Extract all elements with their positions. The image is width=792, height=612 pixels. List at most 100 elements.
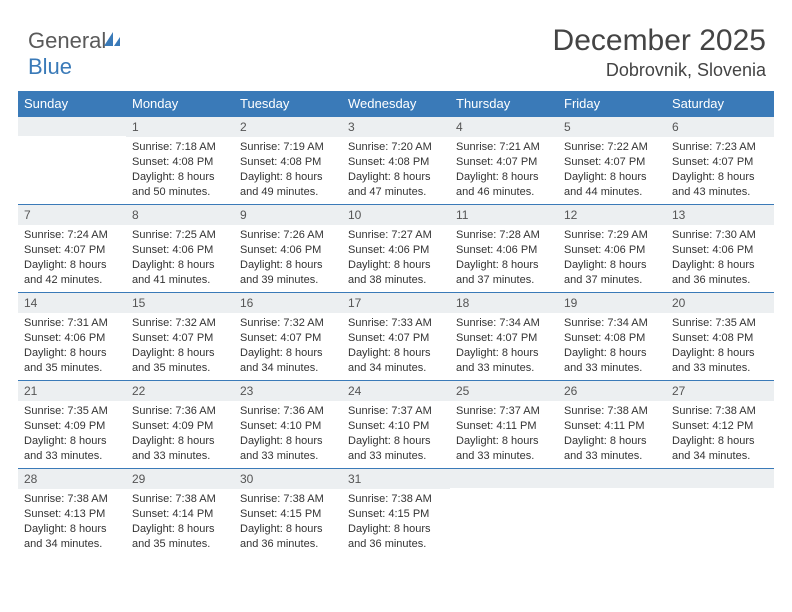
calendar-day-cell <box>450 469 558 557</box>
weekday-header: Tuesday <box>234 91 342 117</box>
day-details: Sunrise: 7:18 AMSunset: 4:08 PMDaylight:… <box>126 137 234 203</box>
calendar-day-cell: 24Sunrise: 7:37 AMSunset: 4:10 PMDayligh… <box>342 381 450 469</box>
calendar-day-cell: 11Sunrise: 7:28 AMSunset: 4:06 PMDayligh… <box>450 205 558 293</box>
day-number: 30 <box>234 469 342 489</box>
day-number: 13 <box>666 205 774 225</box>
header: December 2025 Dobrovnik, Slovenia <box>18 24 774 81</box>
day-number: 27 <box>666 381 774 401</box>
calendar-week-row: 21Sunrise: 7:35 AMSunset: 4:09 PMDayligh… <box>18 381 774 469</box>
logo-triangle2-icon <box>114 37 120 46</box>
calendar-day-cell: 29Sunrise: 7:38 AMSunset: 4:14 PMDayligh… <box>126 469 234 557</box>
calendar-week-row: 1Sunrise: 7:18 AMSunset: 4:08 PMDaylight… <box>18 117 774 205</box>
day-number: 19 <box>558 293 666 313</box>
day-number: 2 <box>234 117 342 137</box>
calendar-header-row: SundayMondayTuesdayWednesdayThursdayFrid… <box>18 91 774 117</box>
day-number <box>450 469 558 488</box>
day-details: Sunrise: 7:26 AMSunset: 4:06 PMDaylight:… <box>234 225 342 291</box>
weekday-header: Thursday <box>450 91 558 117</box>
day-details: Sunrise: 7:35 AMSunset: 4:09 PMDaylight:… <box>18 401 126 467</box>
day-number <box>558 469 666 488</box>
logo: General Blue <box>28 28 120 80</box>
day-number: 22 <box>126 381 234 401</box>
calendar-day-cell: 10Sunrise: 7:27 AMSunset: 4:06 PMDayligh… <box>342 205 450 293</box>
weekday-header: Saturday <box>666 91 774 117</box>
calendar-day-cell <box>18 117 126 205</box>
day-number: 8 <box>126 205 234 225</box>
calendar-day-cell: 26Sunrise: 7:38 AMSunset: 4:11 PMDayligh… <box>558 381 666 469</box>
day-details: Sunrise: 7:36 AMSunset: 4:09 PMDaylight:… <box>126 401 234 467</box>
day-number: 26 <box>558 381 666 401</box>
day-number: 23 <box>234 381 342 401</box>
calendar-table: SundayMondayTuesdayWednesdayThursdayFrid… <box>18 91 774 557</box>
day-number: 5 <box>558 117 666 137</box>
day-number: 21 <box>18 381 126 401</box>
calendar-day-cell: 31Sunrise: 7:38 AMSunset: 4:15 PMDayligh… <box>342 469 450 557</box>
calendar-day-cell: 25Sunrise: 7:37 AMSunset: 4:11 PMDayligh… <box>450 381 558 469</box>
logo-word1: General <box>28 28 106 53</box>
day-number: 6 <box>666 117 774 137</box>
day-details: Sunrise: 7:38 AMSunset: 4:14 PMDaylight:… <box>126 489 234 555</box>
calendar-day-cell: 17Sunrise: 7:33 AMSunset: 4:07 PMDayligh… <box>342 293 450 381</box>
day-details: Sunrise: 7:33 AMSunset: 4:07 PMDaylight:… <box>342 313 450 379</box>
day-number: 24 <box>342 381 450 401</box>
day-number: 16 <box>234 293 342 313</box>
day-details: Sunrise: 7:36 AMSunset: 4:10 PMDaylight:… <box>234 401 342 467</box>
day-number: 1 <box>126 117 234 137</box>
weekday-header: Friday <box>558 91 666 117</box>
day-details: Sunrise: 7:37 AMSunset: 4:11 PMDaylight:… <box>450 401 558 467</box>
calendar-day-cell <box>666 469 774 557</box>
day-details: Sunrise: 7:34 AMSunset: 4:07 PMDaylight:… <box>450 313 558 379</box>
calendar-day-cell: 18Sunrise: 7:34 AMSunset: 4:07 PMDayligh… <box>450 293 558 381</box>
day-number: 14 <box>18 293 126 313</box>
calendar-day-cell: 3Sunrise: 7:20 AMSunset: 4:08 PMDaylight… <box>342 117 450 205</box>
day-details: Sunrise: 7:38 AMSunset: 4:15 PMDaylight:… <box>234 489 342 555</box>
day-number: 31 <box>342 469 450 489</box>
calendar-week-row: 14Sunrise: 7:31 AMSunset: 4:06 PMDayligh… <box>18 293 774 381</box>
calendar-day-cell: 4Sunrise: 7:21 AMSunset: 4:07 PMDaylight… <box>450 117 558 205</box>
day-number: 11 <box>450 205 558 225</box>
calendar-day-cell: 12Sunrise: 7:29 AMSunset: 4:06 PMDayligh… <box>558 205 666 293</box>
day-number: 4 <box>450 117 558 137</box>
day-details: Sunrise: 7:34 AMSunset: 4:08 PMDaylight:… <box>558 313 666 379</box>
day-details: Sunrise: 7:23 AMSunset: 4:07 PMDaylight:… <box>666 137 774 203</box>
day-number: 28 <box>18 469 126 489</box>
day-details: Sunrise: 7:37 AMSunset: 4:10 PMDaylight:… <box>342 401 450 467</box>
calendar-day-cell: 30Sunrise: 7:38 AMSunset: 4:15 PMDayligh… <box>234 469 342 557</box>
day-number: 29 <box>126 469 234 489</box>
day-number <box>666 469 774 488</box>
page-title: December 2025 <box>18 24 766 58</box>
calendar-week-row: 7Sunrise: 7:24 AMSunset: 4:07 PMDaylight… <box>18 205 774 293</box>
calendar-day-cell: 15Sunrise: 7:32 AMSunset: 4:07 PMDayligh… <box>126 293 234 381</box>
calendar-day-cell: 14Sunrise: 7:31 AMSunset: 4:06 PMDayligh… <box>18 293 126 381</box>
day-details: Sunrise: 7:28 AMSunset: 4:06 PMDaylight:… <box>450 225 558 291</box>
calendar-day-cell: 16Sunrise: 7:32 AMSunset: 4:07 PMDayligh… <box>234 293 342 381</box>
calendar-day-cell: 23Sunrise: 7:36 AMSunset: 4:10 PMDayligh… <box>234 381 342 469</box>
calendar-day-cell: 6Sunrise: 7:23 AMSunset: 4:07 PMDaylight… <box>666 117 774 205</box>
day-number: 12 <box>558 205 666 225</box>
day-details: Sunrise: 7:32 AMSunset: 4:07 PMDaylight:… <box>126 313 234 379</box>
calendar-day-cell: 19Sunrise: 7:34 AMSunset: 4:08 PMDayligh… <box>558 293 666 381</box>
calendar-day-cell: 7Sunrise: 7:24 AMSunset: 4:07 PMDaylight… <box>18 205 126 293</box>
day-details: Sunrise: 7:25 AMSunset: 4:06 PMDaylight:… <box>126 225 234 291</box>
calendar-body: 1Sunrise: 7:18 AMSunset: 4:08 PMDaylight… <box>18 117 774 557</box>
weekday-header: Monday <box>126 91 234 117</box>
calendar-day-cell <box>558 469 666 557</box>
day-details: Sunrise: 7:20 AMSunset: 4:08 PMDaylight:… <box>342 137 450 203</box>
day-details: Sunrise: 7:27 AMSunset: 4:06 PMDaylight:… <box>342 225 450 291</box>
day-number: 10 <box>342 205 450 225</box>
day-details: Sunrise: 7:19 AMSunset: 4:08 PMDaylight:… <box>234 137 342 203</box>
day-number: 3 <box>342 117 450 137</box>
day-details: Sunrise: 7:29 AMSunset: 4:06 PMDaylight:… <box>558 225 666 291</box>
weekday-header: Wednesday <box>342 91 450 117</box>
calendar-day-cell: 9Sunrise: 7:26 AMSunset: 4:06 PMDaylight… <box>234 205 342 293</box>
day-details: Sunrise: 7:38 AMSunset: 4:11 PMDaylight:… <box>558 401 666 467</box>
weekday-header: Sunday <box>18 91 126 117</box>
day-number: 17 <box>342 293 450 313</box>
day-details: Sunrise: 7:21 AMSunset: 4:07 PMDaylight:… <box>450 137 558 203</box>
calendar-day-cell: 1Sunrise: 7:18 AMSunset: 4:08 PMDaylight… <box>126 117 234 205</box>
day-details: Sunrise: 7:35 AMSunset: 4:08 PMDaylight:… <box>666 313 774 379</box>
day-details: Sunrise: 7:30 AMSunset: 4:06 PMDaylight:… <box>666 225 774 291</box>
logo-triangle-icon <box>104 32 113 46</box>
day-details: Sunrise: 7:22 AMSunset: 4:07 PMDaylight:… <box>558 137 666 203</box>
location-subtitle: Dobrovnik, Slovenia <box>18 60 766 81</box>
